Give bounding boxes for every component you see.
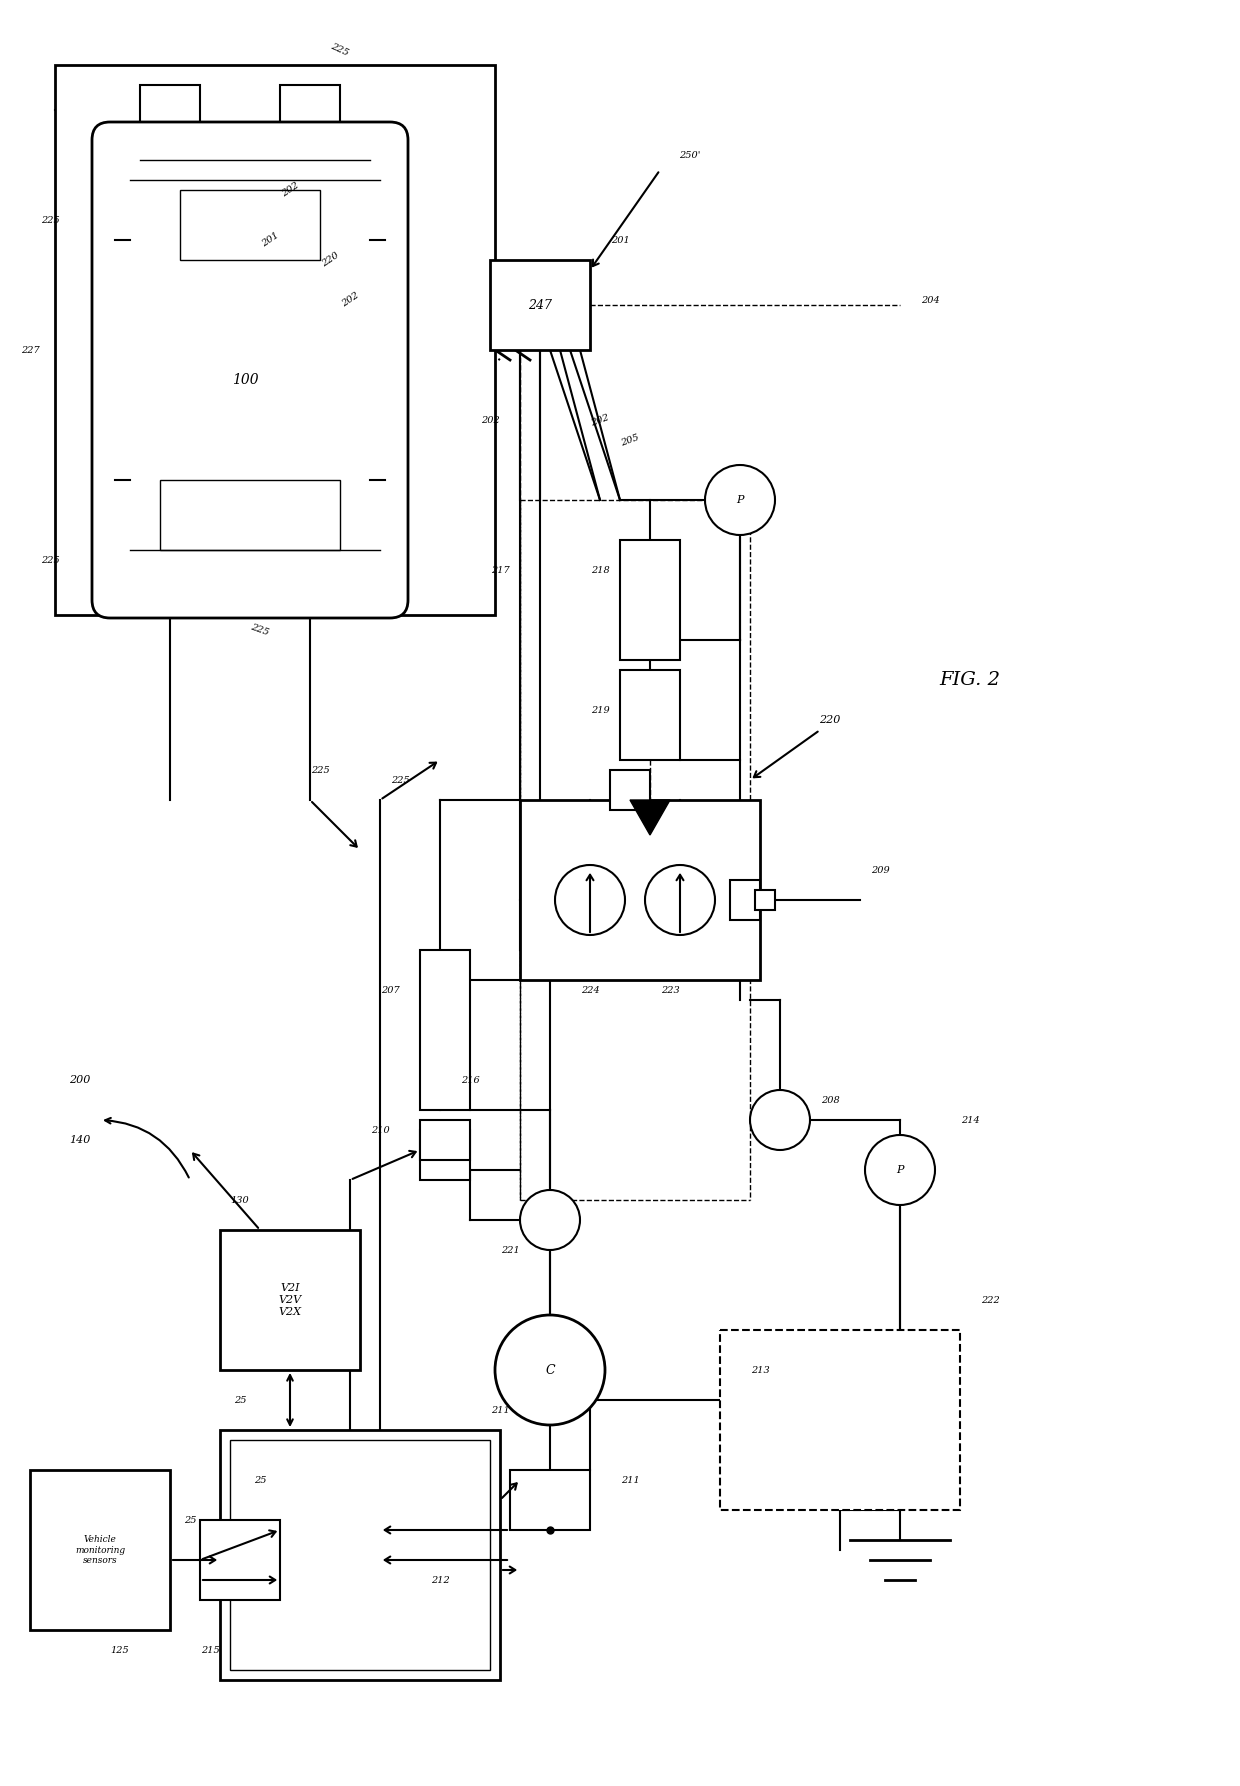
Text: 100: 100 bbox=[232, 373, 258, 388]
Bar bbox=[200, 1520, 280, 1600]
Text: 225: 225 bbox=[311, 766, 330, 775]
FancyBboxPatch shape bbox=[92, 121, 408, 618]
Text: 212: 212 bbox=[430, 1575, 449, 1584]
Text: 247: 247 bbox=[528, 298, 552, 311]
Bar bbox=[140, 570, 200, 614]
Text: 222: 222 bbox=[981, 1295, 999, 1304]
Circle shape bbox=[645, 864, 715, 936]
Text: 211: 211 bbox=[621, 1475, 640, 1484]
Text: 130: 130 bbox=[231, 1195, 249, 1204]
Bar bbox=[420, 1120, 470, 1159]
Text: 223: 223 bbox=[661, 986, 680, 995]
Text: 217: 217 bbox=[491, 566, 510, 575]
Text: P: P bbox=[897, 1164, 904, 1175]
Text: 219: 219 bbox=[590, 705, 609, 714]
Bar bbox=[620, 539, 680, 661]
Text: 201: 201 bbox=[610, 236, 630, 245]
Text: 218: 218 bbox=[590, 566, 609, 575]
Text: 221: 221 bbox=[501, 1245, 520, 1254]
Text: 207: 207 bbox=[381, 986, 399, 995]
Text: 25: 25 bbox=[254, 1475, 267, 1484]
Text: C: C bbox=[546, 1363, 554, 1377]
Bar bbox=[280, 86, 340, 130]
Bar bbox=[140, 86, 200, 130]
Bar bbox=[520, 800, 760, 981]
Text: 205: 205 bbox=[620, 432, 640, 448]
Text: 202: 202 bbox=[481, 416, 500, 425]
Bar bbox=[490, 261, 590, 350]
Bar bbox=[180, 189, 320, 261]
Text: 225: 225 bbox=[391, 775, 409, 784]
Text: 224: 224 bbox=[580, 986, 599, 995]
Text: 225: 225 bbox=[41, 216, 60, 225]
Text: 200: 200 bbox=[69, 1075, 91, 1086]
Text: 216: 216 bbox=[460, 1075, 480, 1084]
Bar bbox=[420, 950, 470, 1111]
Text: 202: 202 bbox=[340, 291, 361, 309]
Bar bbox=[720, 1331, 960, 1509]
Text: 208: 208 bbox=[821, 1095, 839, 1104]
Bar bbox=[510, 1470, 590, 1531]
Text: 25: 25 bbox=[184, 1516, 196, 1525]
Text: 227: 227 bbox=[21, 345, 40, 354]
Text: 209: 209 bbox=[870, 866, 889, 875]
Bar bbox=[160, 480, 340, 550]
Text: 225: 225 bbox=[330, 41, 351, 57]
Bar bbox=[730, 880, 760, 920]
Text: 215: 215 bbox=[201, 1645, 219, 1654]
Circle shape bbox=[556, 864, 625, 936]
Circle shape bbox=[520, 1189, 580, 1250]
Text: 210: 210 bbox=[371, 1125, 389, 1134]
Polygon shape bbox=[630, 800, 670, 836]
Text: FIG. 2: FIG. 2 bbox=[940, 672, 1001, 689]
Bar bbox=[280, 570, 340, 614]
Circle shape bbox=[866, 1134, 935, 1206]
Bar bbox=[30, 1470, 170, 1631]
Text: 140: 140 bbox=[69, 1134, 91, 1145]
Bar bbox=[420, 1131, 470, 1181]
Text: 250': 250' bbox=[680, 150, 701, 159]
Text: 204: 204 bbox=[920, 295, 940, 304]
Text: 213: 213 bbox=[750, 1366, 769, 1375]
Text: 225: 225 bbox=[249, 623, 270, 638]
Text: 25: 25 bbox=[234, 1395, 247, 1404]
Text: 211: 211 bbox=[491, 1406, 510, 1415]
Circle shape bbox=[750, 1089, 810, 1150]
Circle shape bbox=[706, 464, 775, 536]
Bar bbox=[55, 64, 495, 614]
Bar bbox=[610, 770, 650, 811]
Circle shape bbox=[495, 1314, 605, 1425]
Text: P: P bbox=[737, 495, 744, 505]
Text: 125: 125 bbox=[110, 1645, 129, 1654]
Text: 201: 201 bbox=[259, 230, 280, 248]
Text: V2I
V2V
V2X: V2I V2V V2X bbox=[279, 1284, 301, 1316]
Bar bbox=[755, 889, 775, 911]
Bar bbox=[219, 1231, 360, 1370]
Bar bbox=[620, 670, 680, 761]
Bar bbox=[219, 1431, 500, 1681]
Text: 220: 220 bbox=[820, 714, 841, 725]
Text: 220: 220 bbox=[320, 252, 340, 270]
Text: 214: 214 bbox=[961, 1116, 980, 1125]
Text: 202: 202 bbox=[280, 180, 300, 198]
Text: Vehicle
monitoring
sensors: Vehicle monitoring sensors bbox=[74, 1536, 125, 1565]
Text: 202: 202 bbox=[590, 413, 610, 427]
Bar bbox=[229, 1440, 490, 1670]
Text: 225: 225 bbox=[41, 555, 60, 564]
